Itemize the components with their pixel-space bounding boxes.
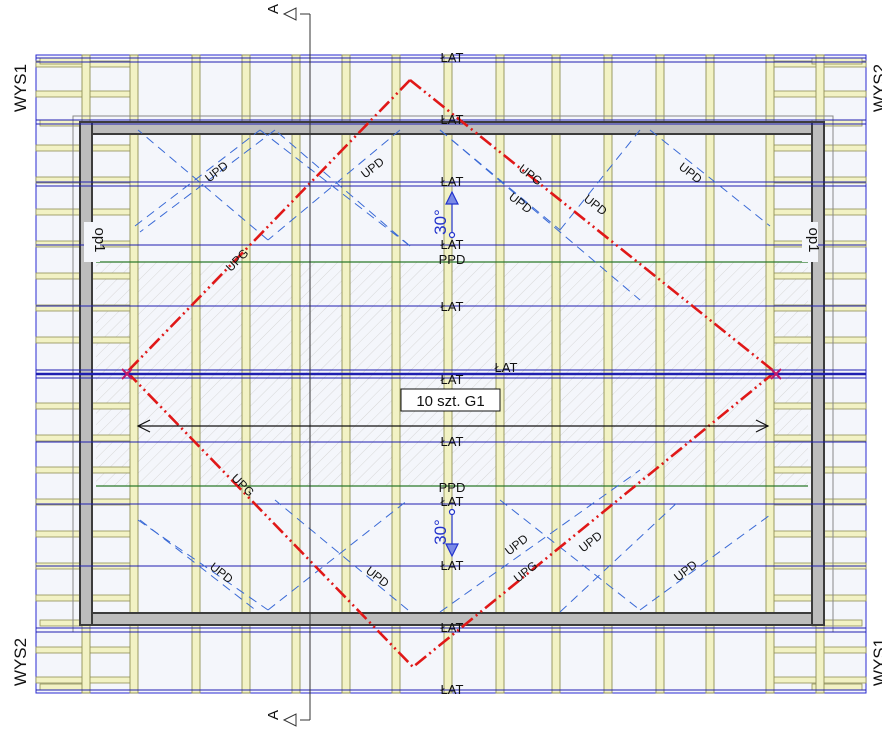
ridge-marker-left (121, 368, 133, 380)
wys2-label-top-right: WYS2 (870, 64, 882, 112)
dimension-label-box (400, 388, 501, 412)
lat-labels: ŁAT ŁAT ŁAT ŁAT ŁAT ŁAT ŁAT ŁAT ŁAT ŁAT … (441, 50, 518, 697)
lat-label: ŁAT (441, 237, 464, 252)
op1-label-right: op1 (805, 227, 822, 252)
hip-diamond (126, 78, 776, 669)
lat-label: ŁAT (495, 360, 518, 375)
lat-label: ŁAT (441, 299, 464, 314)
dimension-line (136, 419, 770, 433)
lat-label: ŁAT (441, 434, 464, 449)
dimension-label: 10 szt. G1 (416, 393, 484, 410)
ppd-label-bottom: PPD (439, 480, 466, 495)
lat-label: ŁAT (441, 620, 464, 635)
slope-arrow-bottom (445, 508, 459, 558)
slope-label-bottom: 30° (431, 519, 450, 545)
wys1-label-bottom-right: WYS1 (870, 638, 882, 686)
lat-label: ŁAT (441, 494, 464, 509)
ridge-marker-right (770, 368, 782, 380)
dark-frame (79, 121, 825, 626)
lat-label: ŁAT (441, 50, 464, 65)
slope-label-top: 30° (431, 209, 450, 235)
lat-label: ŁAT (441, 174, 464, 189)
lat-label: ŁAT (441, 372, 464, 387)
wys2-label-bottom-left: WYS2 (11, 638, 30, 686)
batten-lines (36, 57, 866, 691)
lat-label: ŁAT (441, 112, 464, 127)
section-line (282, 7, 311, 727)
lat-label: ŁAT (441, 682, 464, 697)
slope-arrow-top (445, 190, 459, 239)
wys1-label-top-left: WYS1 (11, 64, 30, 112)
section-label-top: A (265, 4, 282, 14)
dashed-guide-lines (134, 129, 771, 613)
lat-label: ŁAT (441, 558, 464, 573)
ppd-label-top: PPD (439, 252, 466, 267)
section-label-bottom: A (265, 710, 282, 720)
op1-label-left: op1 (91, 227, 108, 252)
